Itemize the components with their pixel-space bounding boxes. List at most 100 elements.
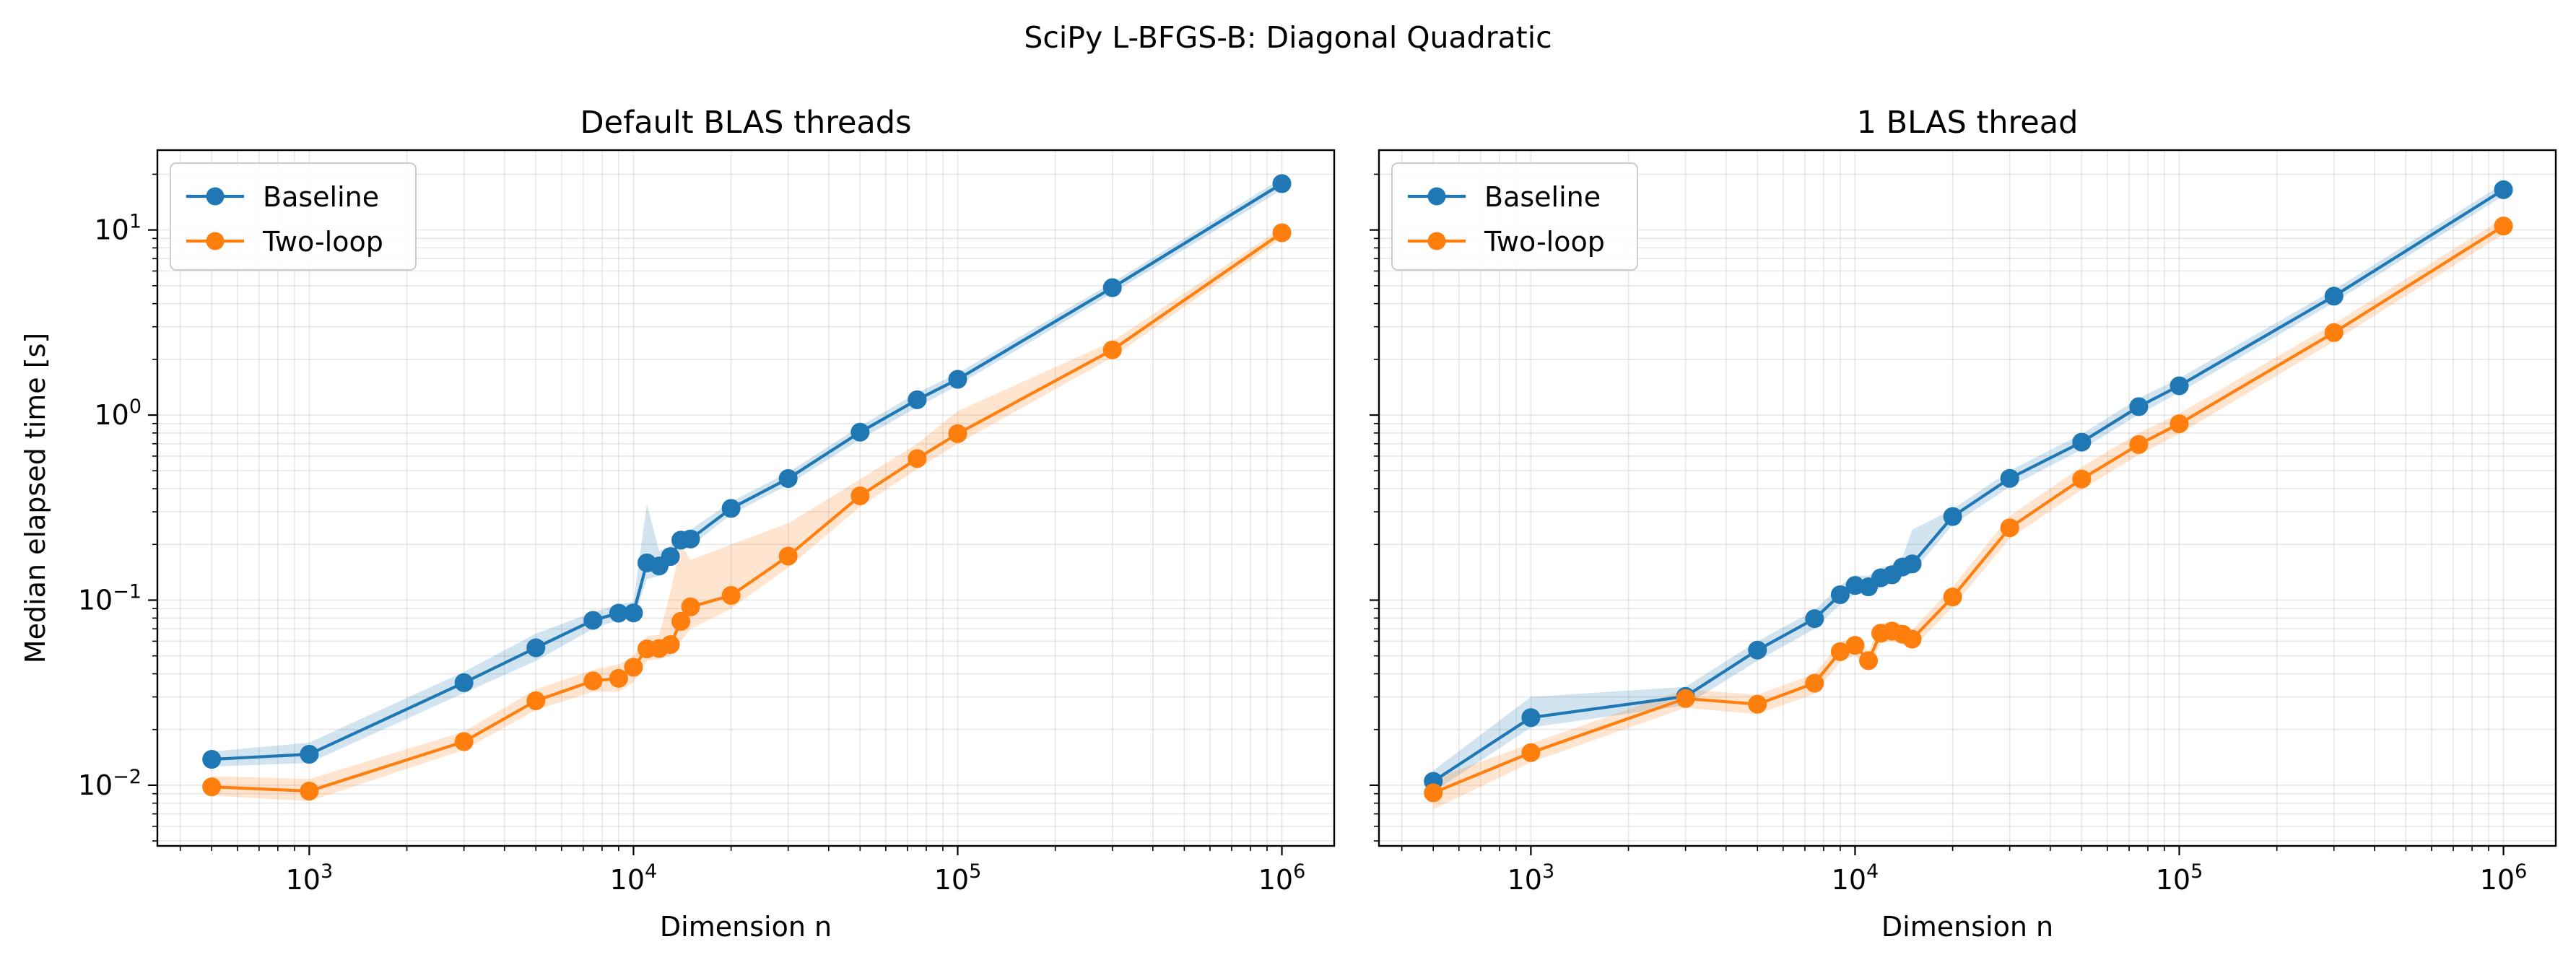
- series-baseline-point: [583, 611, 603, 630]
- x-axis-label: Dimension n: [660, 911, 832, 943]
- series-two-loop-point: [2129, 435, 2149, 454]
- series-baseline-point: [948, 370, 967, 389]
- series-two-loop-point: [1102, 340, 1122, 359]
- y-tick-label-base: 10: [94, 399, 129, 431]
- series-two-loop-point: [1943, 588, 1962, 607]
- series-two-loop-point: [202, 777, 222, 797]
- legend-baseline-marker: [206, 187, 225, 206]
- x-tick-label: 105: [2156, 860, 2203, 896]
- series-two-loop-point: [609, 668, 628, 688]
- x-tick-label-exponent: 3: [1542, 860, 1554, 883]
- y-axis-label: Median elapsed time [s]: [19, 333, 51, 663]
- series-baseline-point: [1102, 278, 1122, 297]
- series-baseline-point: [2129, 397, 2149, 416]
- series-two-loop-point: [1805, 673, 1824, 693]
- series-baseline-point: [1902, 554, 1922, 574]
- series-baseline-point: [1272, 174, 1292, 193]
- legend-baseline-marker: [1427, 187, 1446, 206]
- series-baseline-point: [2000, 468, 2019, 488]
- y-tick-label-base: 10: [78, 769, 113, 801]
- y-tick-label: 100: [94, 396, 142, 431]
- x-tick-label: 105: [934, 860, 982, 896]
- x-tick-label: 106: [2480, 860, 2528, 896]
- series-two-loop-point: [1521, 743, 1541, 762]
- series-two-loop-point: [2000, 518, 2019, 538]
- series-baseline-point: [721, 499, 741, 518]
- legend-two-loop-marker: [1427, 232, 1446, 250]
- series-two-loop-point: [1902, 629, 1922, 649]
- legend-two-loop-label: Two-loop: [1484, 226, 1605, 258]
- x-tick-label-base: 10: [1258, 864, 1293, 896]
- series-baseline-point: [908, 390, 927, 409]
- series-baseline-point: [1943, 507, 1962, 526]
- x-tick-label: 104: [610, 860, 658, 896]
- legend-baseline-label: Baseline: [263, 181, 379, 213]
- series-two-loop-point: [1748, 694, 1767, 714]
- x-tick-label-base: 10: [1507, 864, 1542, 896]
- panel-title: 1 BLAS thread: [1857, 105, 2079, 141]
- series-baseline-point: [778, 468, 798, 488]
- legend: Baseline Two-loop: [170, 162, 417, 271]
- x-tick-label-exponent: 4: [645, 860, 657, 883]
- x-tick-label-base: 10: [610, 864, 645, 896]
- series-baseline-point: [2494, 180, 2513, 199]
- series-two-loop-point: [2494, 217, 2513, 236]
- y-tick-label-exponent: −1: [113, 580, 142, 603]
- y-tick-label-base: 10: [78, 584, 113, 616]
- y-tick-label: 10−2: [78, 766, 142, 801]
- series-two-loop-point: [661, 635, 680, 655]
- series-baseline-point: [526, 638, 546, 658]
- x-tick-label: 103: [286, 860, 334, 896]
- series-baseline-point: [2324, 287, 2344, 306]
- y-tick-label-exponent: −2: [113, 766, 142, 788]
- series-two-loop-point: [721, 585, 741, 605]
- x-tick-label-exponent: 5: [2190, 860, 2203, 883]
- series-two-loop-point: [583, 671, 603, 691]
- grid: [157, 150, 1334, 846]
- legend-two-loop-label: Two-loop: [262, 226, 383, 258]
- series-two-loop-point: [1272, 223, 1292, 243]
- axes-frame: [156, 149, 1336, 847]
- y-tick-label: 101: [94, 211, 142, 246]
- legend-two-loop-marker: [206, 232, 225, 250]
- series-baseline-point: [202, 750, 222, 769]
- series-two-loop-point: [2072, 469, 2092, 489]
- series-two-loop-point: [454, 732, 474, 751]
- x-tick-label-exponent: 5: [969, 860, 981, 883]
- series-two-loop-point: [778, 546, 798, 566]
- series-baseline-point: [1748, 640, 1767, 660]
- x-tick-label-exponent: 4: [1866, 860, 1879, 883]
- plot-area: [202, 174, 1292, 802]
- series-two-loop-point: [2324, 323, 2344, 342]
- x-tick-label-base: 10: [1832, 864, 1866, 896]
- legend-box: [1391, 162, 1638, 271]
- series-baseline-point: [1805, 609, 1824, 629]
- series-baseline-point: [2072, 432, 2092, 452]
- series-baseline-point: [661, 547, 680, 567]
- x-tick-label-base: 10: [286, 864, 321, 896]
- series-baseline-point: [1830, 585, 1850, 604]
- series-two-loop-point: [300, 781, 319, 800]
- figure-title: SciPy L-BFGS-B: Diagonal Quadratic: [1024, 20, 1552, 55]
- legend: Baseline Two-loop: [1391, 162, 1638, 271]
- x-axis-label: Dimension n: [1881, 911, 2053, 943]
- y-tick-label-base: 10: [94, 214, 129, 246]
- y-tick-label-exponent: 1: [129, 211, 142, 233]
- x-tick-label-exponent: 6: [2515, 860, 2527, 883]
- tick-marks: [1370, 173, 2505, 855]
- series-baseline-point: [1521, 708, 1541, 728]
- series-two-loop-point: [1676, 689, 1695, 708]
- series-baseline-point: [624, 603, 643, 623]
- plot-area: [1424, 180, 2513, 810]
- series-two-loop-point: [1424, 783, 1443, 803]
- series-baseline-point: [454, 673, 474, 692]
- x-tick-label: 104: [1832, 860, 1879, 896]
- x-tick-label-exponent: 3: [321, 860, 333, 883]
- axes-frame: [1378, 149, 2557, 847]
- y-tick-label: 10−1: [78, 580, 142, 616]
- series-two-loop-point: [850, 486, 870, 505]
- series-baseline-point: [300, 745, 319, 764]
